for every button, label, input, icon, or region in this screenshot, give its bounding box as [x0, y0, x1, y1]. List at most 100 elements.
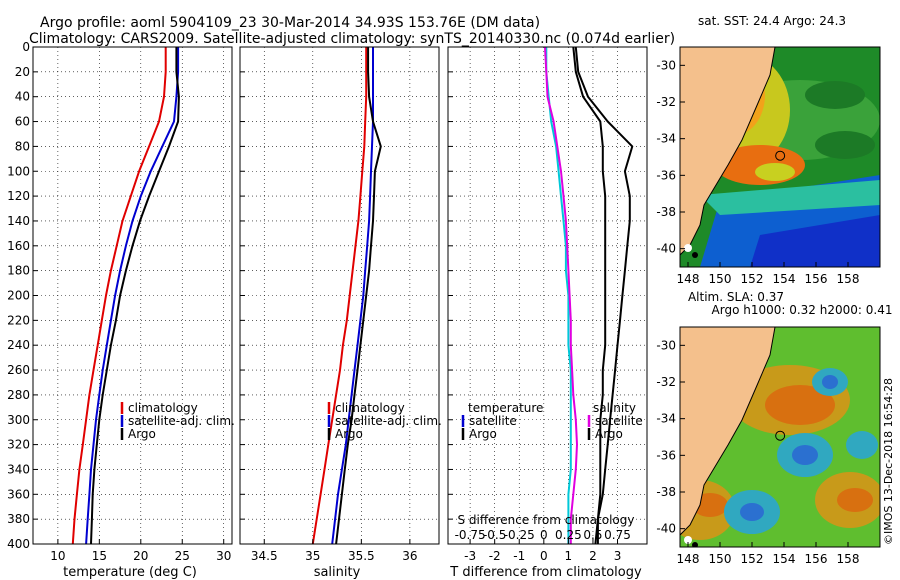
x2-tick-label: 0.75: [604, 528, 631, 542]
title-line-2: Climatology: CARS2009. Satellite-adjuste…: [29, 31, 675, 47]
map-y-tick-label: -34: [656, 132, 676, 146]
x2-tick-label: -0.5: [483, 528, 506, 542]
legend-label-argo: Argo: [128, 427, 156, 441]
y-tick-label: 60: [15, 115, 30, 129]
legend-label-climatology: climatology: [128, 401, 198, 415]
map-y-tick-label: -32: [656, 95, 676, 109]
legend-label-argo: Argo: [335, 427, 363, 441]
series-line-t-satellite: [545, 47, 572, 544]
map-y-tick-label: -30: [656, 338, 676, 352]
sst-field: [680, 47, 880, 267]
salinity-xlabel: salinity: [314, 565, 361, 580]
y-tick-label: 360: [7, 487, 30, 501]
x2-tick-label: -0.25: [504, 528, 535, 542]
sst-map-frame: [679, 46, 881, 268]
x-tick-label: 2: [589, 549, 597, 563]
x-tick-label: -3: [464, 549, 476, 563]
series-line-s-satellite: [544, 46, 578, 544]
y-tick-label: 120: [7, 189, 30, 203]
legend-title-salinity: salinity: [593, 401, 636, 415]
map-y-tick-label: -30: [656, 58, 676, 72]
map-y-tick-label: -32: [656, 375, 676, 389]
y-tick-label: 300: [7, 413, 30, 427]
y-tick-label: 80: [15, 139, 30, 153]
legend-label-t-argo: Argo: [469, 427, 497, 441]
series-line-satellite-adj-clim-: [85, 47, 180, 545]
legend-label-s-satellite: satellite: [595, 414, 643, 428]
temperature-legend: climatology satellite-adj. clim. Argo: [120, 401, 235, 441]
sla-land-coastline: [680, 327, 776, 536]
series-line-t-argo: [572, 46, 607, 544]
salinity-axes-box: [239, 46, 440, 545]
y-tick-label: 0: [22, 40, 30, 54]
y-tick-label: 280: [7, 388, 30, 402]
sla-field: [680, 327, 880, 547]
x-tick-label: 3: [614, 549, 622, 563]
y-tick-label: 180: [7, 264, 30, 278]
legend-label-climatology: climatology: [335, 401, 405, 415]
difference-legend: temperature satellite Argo salinity sate…: [461, 401, 643, 441]
y-tick-label: 140: [7, 214, 30, 228]
sst-map: sat. SST: 24.4 Argo: 24.3 148 150 152 154 15…: [656, 14, 881, 286]
x-tick-label: -2: [489, 549, 501, 563]
sst-map-title: sat. SST: 24.4 Argo: 24.3: [698, 14, 846, 28]
sla-argo-position-marker: [775, 430, 786, 441]
series-line-argo: [335, 47, 382, 545]
sla-map-frame: [679, 326, 881, 548]
map-x-tick-label: 154: [773, 552, 796, 566]
y-tick-label: 400: [7, 537, 30, 551]
difference-x2label: S difference from climatology: [458, 513, 635, 527]
x-tick-label: 35.5: [348, 549, 375, 563]
temperature-axes-box: [32, 46, 233, 545]
y-tick-label: 320: [7, 438, 30, 452]
title-line-1: Argo profile: aoml 5904109_23 30-Mar-201…: [40, 15, 540, 31]
map-x-tick-label: 152: [741, 552, 764, 566]
x2-tick-label: -0.75: [455, 528, 486, 542]
y-tick-label: 340: [7, 462, 30, 476]
difference-axes-box: [447, 46, 648, 545]
legend-label-t-satellite: satellite: [469, 414, 517, 428]
sst-argo-position-marker: [775, 150, 786, 161]
sla-map-title: Altim. SLA: 0.37: [688, 290, 784, 304]
x-tick-label: 25: [175, 549, 190, 563]
x-tick-label: 1: [565, 549, 573, 563]
x-tick-label: 34.5: [251, 549, 278, 563]
salinity-plot: 34.5 35 35.5 36 salinity climatology satell…: [239, 46, 442, 580]
legend-label-satellite: satellite-adj. clim.: [335, 414, 442, 428]
y-tick-label: 20: [15, 65, 30, 79]
x2-tick-label: 0.25: [555, 528, 582, 542]
legend-label-satellite: satellite-adj. clim.: [128, 414, 235, 428]
legend-title-temperature: temperature: [468, 401, 543, 415]
y-tick-label: 100: [7, 164, 30, 178]
series-line-argo: [90, 47, 180, 545]
map-x-tick-label: 148: [677, 272, 700, 286]
y-tick-label: 220: [7, 313, 30, 327]
map-x-tick-label: 154: [773, 272, 796, 286]
y-tick-label: 240: [7, 338, 30, 352]
map-x-tick-label: 156: [805, 272, 828, 286]
map-y-tick-label: -34: [656, 412, 676, 426]
x-tick-label: 30: [216, 549, 231, 563]
series-line-satellite-adj-clim-: [331, 47, 374, 545]
map-x-tick-label: 158: [837, 552, 860, 566]
x2-tick-label: 0.5: [583, 528, 602, 542]
salinity-legend: climatology satellite-adj. clim. Argo: [327, 401, 442, 441]
sla-map: Altim. SLA: 0.37 Argo h1000: 0.32 h2000:…: [656, 290, 892, 566]
x-tick-label: 10: [50, 549, 65, 563]
series-line-s-argo: [574, 46, 634, 545]
temperature-plot: 10 15 20 25 30020406080100120140160180200220…: [7, 40, 235, 580]
map-y-tick-label: -36: [656, 168, 676, 182]
map-x-tick-label: 150: [709, 272, 732, 286]
x-tick-label: -1: [513, 549, 525, 563]
series-line-climatology: [311, 47, 368, 545]
y-tick-label: 260: [7, 363, 30, 377]
map-y-tick-label: -38: [656, 485, 676, 499]
map-x-tick-label: 150: [709, 552, 732, 566]
map-x-tick-label: 156: [805, 552, 828, 566]
map-y-tick-label: -38: [656, 205, 676, 219]
x2-tick-label: 0: [540, 528, 548, 542]
difference-plot: -3 -2 -1 0 1 2 3 -0.75-0.5-0.25 0 0.25 0.5 0.75 T d…: [447, 46, 648, 580]
map-x-tick-label: 152: [741, 272, 764, 286]
map-x-tick-label: 148: [677, 552, 700, 566]
